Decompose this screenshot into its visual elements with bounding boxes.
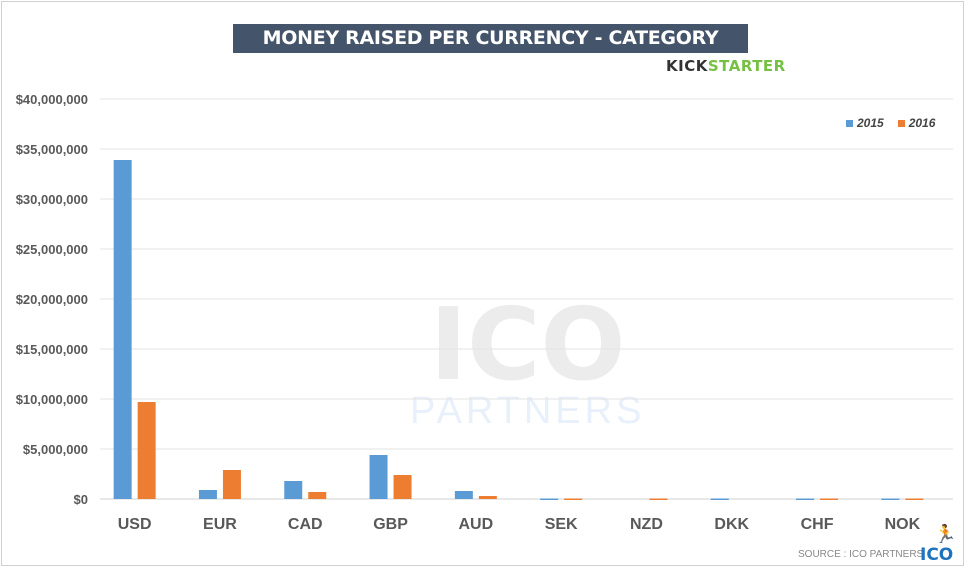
bar-chf-2016 (820, 498, 839, 500)
bar-eur-2015 (198, 490, 217, 499)
x-tick-label: SEK (545, 516, 578, 533)
bar-usd-2015 (113, 160, 132, 499)
x-tick-label: NZD (630, 516, 663, 533)
legend-label-2015: 2015 (857, 116, 884, 130)
legend-label-2016: 2016 (908, 116, 936, 130)
y-tick-label: $20,000,000 (16, 292, 88, 307)
x-tick-label: USD (118, 516, 152, 533)
x-tick-label: CHF (801, 516, 834, 533)
legend: 2015 2016 (846, 116, 935, 130)
legend-swatch-2015 (846, 120, 853, 127)
x-tick-label: CAD (288, 516, 323, 533)
bar-cad-2016 (308, 492, 327, 499)
bar-nok-2016 (905, 498, 924, 500)
x-tick-label: AUD (459, 516, 494, 533)
bar-usd-2016 (137, 402, 156, 499)
y-tick-label: $0 (74, 492, 88, 507)
x-tick-label: GBP (373, 516, 408, 533)
bar-aud-2016 (478, 496, 497, 499)
chart-title: MONEY RAISED PER CURRENCY - CATEGORY VID… (233, 24, 748, 78)
y-tick-label: $10,000,000 (16, 392, 88, 407)
kickstarter-logo: KICKSTARTER (666, 57, 786, 75)
source-note: SOURCE : ICO PARTNERS (798, 549, 924, 560)
legend-item-2016: 2016 (897, 116, 936, 130)
y-tick-label: $15,000,000 (16, 342, 88, 357)
legend-item-2015: 2015 (846, 116, 884, 130)
legend-swatch-2016 (897, 120, 905, 127)
y-tick-label: $35,000,000 (16, 142, 88, 157)
kickstarter-logo-starter: STARTER (707, 57, 786, 75)
x-tick-label: DKK (714, 516, 749, 533)
y-tick-label: $30,000,000 (16, 192, 88, 207)
bar-sek-2015 (540, 498, 559, 500)
bar-chf-2015 (796, 498, 815, 500)
bar-nok-2015 (881, 498, 900, 500)
bar-dkk-2015 (710, 498, 729, 500)
bar-eur-2016 (222, 470, 241, 499)
bar-gbp-2016 (393, 475, 412, 499)
ico-logo: ICO (920, 545, 954, 565)
x-tick-label: EUR (203, 516, 237, 533)
y-tick-label: $25,000,000 (16, 242, 88, 257)
runner-icon: 🏃 (934, 524, 957, 544)
x-tick-label: NOK (885, 516, 921, 533)
y-tick-label: $5,000,000 (23, 442, 88, 457)
y-tick-label: $40,000,000 (16, 92, 88, 107)
bar-aud-2015 (454, 491, 473, 499)
bar-sek-2016 (564, 498, 583, 500)
bar-gbp-2015 (369, 455, 388, 499)
kickstarter-logo-kick: KICK (666, 57, 708, 75)
bar-cad-2015 (284, 481, 303, 499)
bar-nzd-2016 (649, 498, 668, 500)
